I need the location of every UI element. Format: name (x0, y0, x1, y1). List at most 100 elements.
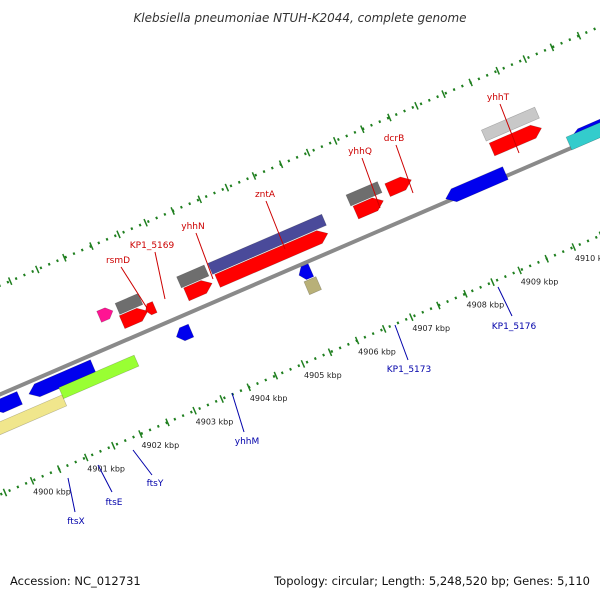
minor-tick (273, 371, 279, 380)
scale-tick-label: 4906 kbp (358, 347, 396, 356)
gene-arrow-ftsY[interactable] (28, 359, 97, 398)
minor-tick (517, 266, 522, 275)
minor-tick (381, 324, 387, 333)
gene-label-reverse: ftsY (147, 479, 164, 489)
minor-tick (414, 101, 419, 110)
accession-text: Accession: NC_012731 (10, 574, 141, 588)
minor-tick (251, 171, 257, 180)
minor-tick (170, 207, 175, 215)
minor-tick (62, 253, 67, 262)
minor-tick (463, 289, 468, 298)
minor-tick (34, 265, 40, 274)
gene-label-forward: rsmD (106, 256, 130, 266)
label-leader-line (394, 324, 409, 361)
scale-tick-label: 4900 kbp (33, 488, 71, 497)
minor-tick (143, 218, 148, 227)
minor-tick (83, 453, 89, 462)
scale-tick-label: 4907 kbp (412, 324, 450, 333)
label-leader-line (120, 266, 148, 309)
minor-tick (571, 243, 577, 252)
label-leader-line (497, 286, 513, 317)
gene-box-edge-cyan[interactable] (565, 119, 600, 151)
gene-arrow-KP1_5173[interactable] (298, 263, 315, 280)
gene-label-reverse: KP1_5173 (387, 365, 431, 375)
minor-tick (305, 148, 311, 157)
gene-arrow-yhhQ[interactable] (352, 197, 384, 220)
gene-arrow-yhhT[interactable] (488, 124, 542, 157)
gene-arrow-KP1_5176[interactable] (445, 166, 509, 203)
label-leader-line (231, 392, 245, 433)
minor-tick (7, 277, 13, 286)
minor-tick (490, 278, 495, 287)
genome-summary-text: Topology: circular; Length: 5,248,520 bp… (273, 574, 590, 588)
gene-arrow-yhhN[interactable] (183, 280, 213, 302)
minor-tick (192, 406, 197, 415)
label-leader-line (499, 103, 520, 154)
gene-label-reverse: ftsX (67, 517, 84, 527)
minor-tick (56, 465, 62, 474)
minor-tick (165, 418, 170, 427)
gene-arrow-KP1_5169[interactable] (118, 307, 149, 329)
genome-tracks (0, 25, 600, 497)
gene-box-zntA[interactable] (207, 213, 327, 275)
minor-tick (332, 136, 338, 145)
minor-tick (544, 254, 549, 263)
scale-tick-label: 4910 kbp (575, 254, 600, 263)
minor-tick (522, 55, 528, 64)
gene-box-yhhN[interactable] (176, 264, 210, 289)
gene-box-ftsY[interactable] (58, 354, 140, 399)
gene-box-KP1_5173[interactable] (303, 276, 322, 296)
gene-box-rsmD-neighbor[interactable] (114, 293, 144, 315)
minor-tick (387, 113, 392, 122)
gene-label-forward: yhhT (487, 93, 510, 103)
label-leader-line (97, 464, 113, 493)
minor-tick (495, 66, 501, 75)
minor-tick (138, 430, 143, 439)
label-leader-line (154, 251, 166, 300)
gene-label-forward: yhhN (181, 222, 204, 232)
minor-tick (436, 301, 441, 310)
gene-arrow-zntA[interactable] (214, 230, 329, 288)
minor-tick (354, 336, 360, 345)
minor-tick (549, 43, 555, 52)
label-leader-line (195, 232, 214, 280)
gene-label-forward: dcrB (384, 134, 405, 144)
minor-tick (468, 78, 473, 87)
minor-tick (409, 313, 414, 322)
map-title: Klebsiella pneumoniae NTUH-K2044, comple… (133, 11, 466, 25)
scale-tick-label: 4909 kbp (521, 277, 559, 286)
minor-tick (89, 242, 94, 251)
gene-label-forward: KP1_5169 (130, 241, 175, 251)
minor-tick (360, 125, 365, 134)
minor-tick (327, 348, 333, 357)
gene-label-forward: yhhQ (348, 147, 372, 157)
label-leader-line (132, 449, 153, 476)
gene-label-reverse: yhhM (235, 437, 260, 447)
minor-tick (441, 90, 446, 99)
gene-arrow-dcrB[interactable] (384, 176, 412, 197)
minor-tick (219, 395, 224, 403)
minor-tick (246, 383, 252, 392)
gene-box-rsmD[interactable] (96, 307, 114, 323)
minor-tick (300, 359, 306, 368)
gene-arrow-ftsE[interactable] (0, 391, 23, 414)
gene-box-ftsX[interactable] (0, 394, 68, 458)
gene-features[interactable] (0, 106, 600, 458)
gene-box-yhhT[interactable] (481, 106, 540, 142)
gene-label-forward: zntA (255, 190, 276, 200)
scale-tick-label: 4905 kbp (304, 371, 342, 380)
scale-ticks: 4900 kbp 4901 kbp 4902 kbp 4903 kbp 4904 kbp… (2, 31, 600, 497)
scale-tick-label: 4903 kbp (196, 418, 234, 427)
minor-tick (2, 488, 8, 497)
gene-label-reverse: KP1_5176 (492, 322, 537, 332)
gene-arrow-yhhM[interactable] (176, 323, 195, 342)
minor-tick (278, 160, 284, 169)
minor-tick (29, 476, 35, 485)
label-leader-line (361, 157, 381, 209)
gene-arrow-small[interactable] (145, 301, 158, 316)
scale-tick-label: 4904 kbp (250, 394, 288, 403)
scale-tick-label: 4901 kbp (87, 464, 125, 473)
gene-label-reverse: ftsE (106, 498, 123, 508)
